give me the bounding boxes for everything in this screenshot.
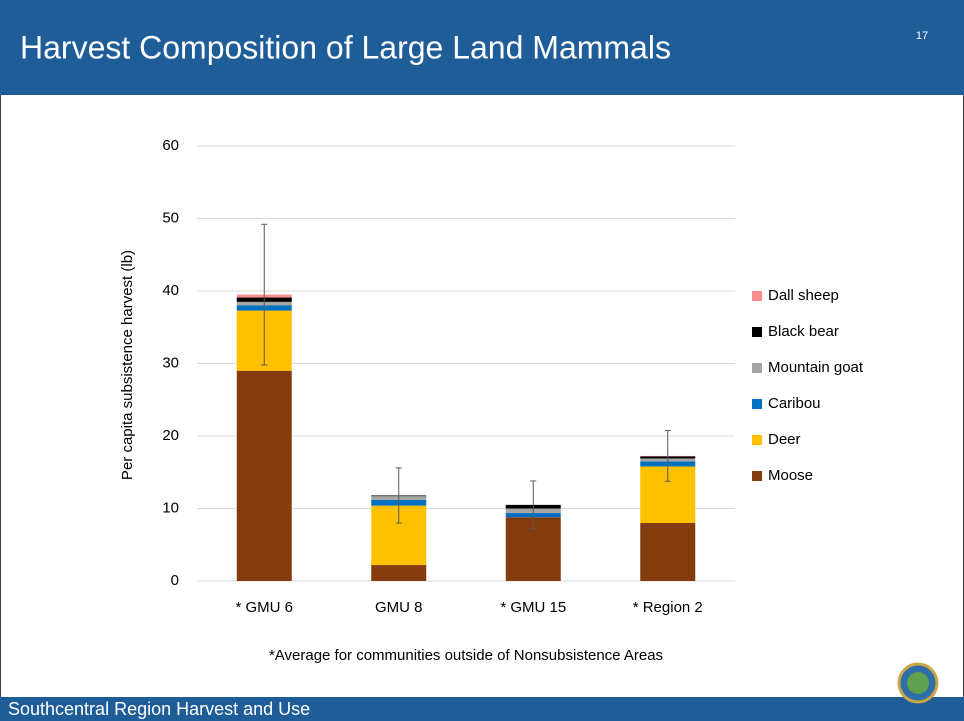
error-bar — [261, 223, 268, 366]
y-axis-label: Per capita subsistence harvest (lb) — [119, 250, 136, 480]
legend-swatch — [752, 399, 762, 409]
legend-label: Mountain goat — [768, 359, 864, 376]
logo-inner — [907, 672, 929, 694]
error-bar — [395, 467, 402, 524]
logo — [897, 662, 939, 704]
footer-text: Southcentral Region Harvest and Use — [8, 699, 310, 719]
error-bar — [530, 480, 537, 530]
footnote: *Average for communities outside of Nons… — [269, 647, 663, 664]
legend-swatch — [752, 363, 762, 373]
legend-swatch — [752, 291, 762, 301]
footer-band — [0, 697, 964, 721]
y-tick-label: 20 — [162, 427, 179, 444]
header-band — [0, 0, 964, 95]
legend-label: Deer — [768, 431, 801, 448]
y-tick-label: 40 — [162, 282, 179, 299]
x-tick-label: * Region 2 — [633, 599, 703, 616]
slide-number: 17 — [916, 30, 928, 42]
error-bar — [664, 430, 671, 482]
y-tick-label: 30 — [162, 354, 179, 371]
legend-swatch — [752, 471, 762, 481]
legend-swatch — [752, 435, 762, 445]
legend-swatch — [752, 327, 762, 337]
legend-label: Caribou — [768, 395, 821, 412]
x-tick-label: GMU 8 — [375, 599, 423, 616]
y-tick-label: 50 — [162, 209, 179, 226]
bar-segment — [640, 523, 696, 581]
y-tick-label: 10 — [162, 499, 179, 516]
legend-label: Dall sheep — [768, 287, 839, 304]
legend-label: Black bear — [768, 323, 839, 340]
slide-title: Harvest Composition of Large Land Mammal… — [20, 29, 671, 65]
x-tick-label: * GMU 15 — [500, 599, 566, 616]
bar-segment — [371, 565, 427, 581]
x-tick-label: * GMU 6 — [235, 599, 293, 616]
y-tick-label: 0 — [171, 572, 179, 589]
y-tick-label: 60 — [162, 137, 179, 154]
legend-label: Moose — [768, 467, 813, 484]
bar-segment — [236, 370, 292, 581]
